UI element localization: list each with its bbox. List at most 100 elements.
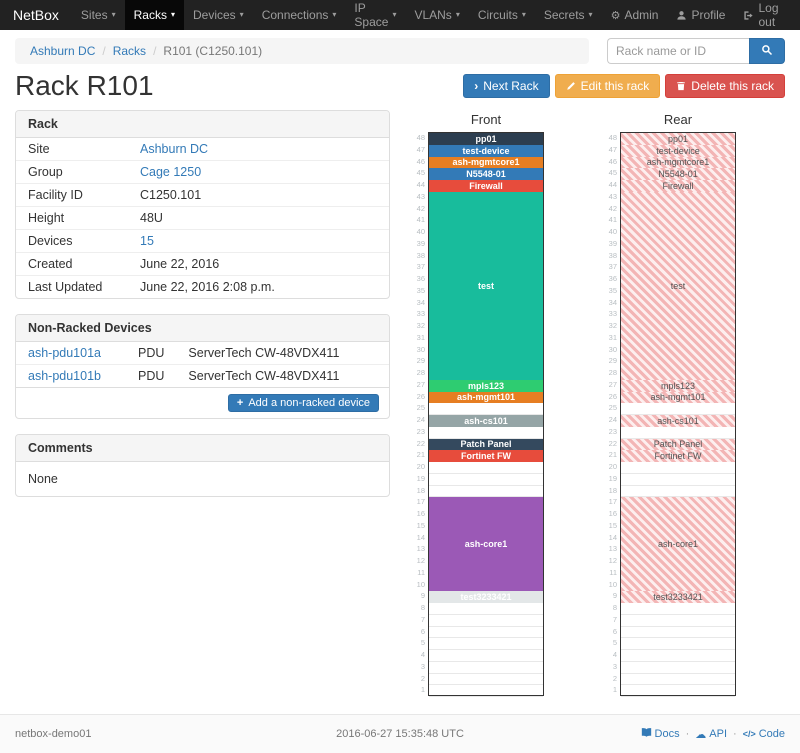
nav-circuits[interactable]: Circuits ▾: [469, 0, 535, 30]
rack-unit-empty: [429, 427, 543, 439]
unit-number: 34: [608, 297, 617, 307]
docs-link[interactable]: Docs: [641, 727, 680, 741]
unit-number: 11: [417, 567, 425, 577]
table-row: Site Ashburn DC: [16, 138, 389, 161]
unit-number: 31: [416, 332, 425, 342]
unit-number: 39: [416, 238, 425, 248]
plus-icon: +: [236, 397, 244, 409]
nav-label: Sites: [80, 8, 108, 22]
unit-number: 10: [416, 579, 425, 589]
delete-rack-button[interactable]: Delete this rack: [665, 74, 785, 98]
rack-device-test-device[interactable]: test-device: [429, 144, 543, 157]
breadcrumb-racks-link[interactable]: Racks: [112, 44, 147, 58]
attr-label: Last Updated: [16, 275, 128, 298]
unit-number: 6: [420, 626, 425, 636]
rack-device-ash-mgmtcore1[interactable]: ash-mgmtcore1: [621, 156, 735, 169]
rack-unit-empty: [621, 603, 735, 615]
nav-profile[interactable]: Profile: [667, 0, 734, 30]
unit-number: 39: [608, 238, 617, 248]
unit-number: 43: [608, 191, 617, 201]
rack-device-mpls123[interactable]: mpls123: [429, 379, 543, 392]
rack-unit-empty: [621, 486, 735, 498]
attr-label: Height: [16, 206, 128, 230]
unit-number: 4: [420, 650, 425, 659]
unit-number: 40: [416, 227, 425, 236]
rack-device-mpls123[interactable]: mpls123: [621, 379, 735, 392]
unit-number: 12: [608, 556, 617, 565]
nav-logout[interactable]: Log out: [734, 0, 792, 30]
rack-device-pp01[interactable]: pp01: [429, 133, 543, 145]
rack-device-Fortinet FW[interactable]: Fortinet FW: [621, 450, 735, 462]
edit-rack-button[interactable]: Edit this rack: [554, 74, 661, 98]
breadcrumb-row: Ashburn DC / Racks / R101 (C1250.101): [15, 38, 785, 64]
rack-device-Patch Panel[interactable]: Patch Panel: [429, 438, 543, 451]
search-input[interactable]: [607, 38, 749, 64]
unit-number: 41: [416, 215, 425, 225]
panel-title: Comments: [16, 435, 389, 462]
rack-device-test-device[interactable]: test-device: [621, 144, 735, 157]
rack-device-pp01[interactable]: pp01: [621, 133, 735, 145]
rack-device-test[interactable]: test: [621, 191, 735, 380]
unit-number: 24: [608, 415, 617, 424]
next-rack-button[interactable]: › Next Rack: [463, 74, 550, 98]
rack-device-Firewall[interactable]: Firewall: [621, 180, 735, 192]
rack-device-Firewall[interactable]: Firewall: [429, 180, 543, 192]
rack-device-ash-mgmt101[interactable]: ash-mgmt101: [621, 391, 735, 404]
main-content: Rack Site Ashburn DC Group Cage 1250 Fac…: [0, 110, 800, 697]
group-link[interactable]: Cage 1250: [140, 165, 202, 179]
nav-label: Connections: [261, 8, 329, 22]
devices-count-link[interactable]: 15: [140, 234, 154, 248]
unit-number: 36: [416, 274, 425, 283]
rack-device-N5548-01[interactable]: N5548-01: [621, 168, 735, 180]
attr-value: Cage 1250: [128, 160, 389, 184]
rack-device-test3233421[interactable]: test3233421: [621, 591, 735, 603]
app-brand[interactable]: NetBox: [13, 7, 59, 23]
rack-device-ash-mgmt101[interactable]: ash-mgmt101: [429, 391, 543, 404]
button-label: Edit this rack: [580, 79, 650, 93]
breadcrumb-site-link[interactable]: Ashburn DC: [30, 44, 96, 58]
breadcrumb-current: R101 (C1250.101): [163, 44, 263, 58]
unit-number: 31: [608, 332, 617, 342]
rack-device-Patch Panel[interactable]: Patch Panel: [621, 438, 735, 451]
api-link[interactable]: ☁ API: [695, 728, 727, 741]
nav-admin[interactable]: ⚙ Admin: [602, 0, 668, 30]
search-button[interactable]: [749, 38, 785, 64]
rack-device-test3233421[interactable]: test3233421: [429, 591, 543, 603]
rack-device-test[interactable]: test: [429, 191, 543, 380]
attr-value: C1250.101: [128, 183, 389, 207]
rack-unit-empty: [429, 486, 543, 498]
nav-vlans[interactable]: VLANs ▾: [405, 0, 468, 30]
unit-number: 15: [608, 520, 617, 530]
site-link[interactable]: Ashburn DC: [140, 142, 209, 156]
unit-number: 43: [416, 191, 425, 201]
add-nonracked-device-button[interactable]: + Add a non-racked device: [227, 394, 379, 412]
unit-number: 5: [612, 638, 617, 648]
rack-device-ash-cs101[interactable]: ash-cs101: [429, 415, 543, 427]
unit-number: 25: [416, 403, 425, 413]
unit-number: 17: [608, 497, 617, 507]
nav-sites[interactable]: Sites ▾: [72, 0, 125, 30]
unit-number: 22: [608, 438, 617, 448]
unit-number: 32: [416, 321, 425, 330]
comments-body: None: [28, 472, 58, 486]
chevron-down-icon: ▾: [111, 10, 116, 19]
nav-connections[interactable]: Connections ▾: [253, 0, 346, 30]
rack-device-ash-core1[interactable]: ash-core1: [621, 497, 735, 592]
unit-number: 29: [608, 356, 617, 366]
rack-elevation-rear: Rear 48 47 46 45 44 43 42 41 40 39 38 37 36 35 34 33 32 3…: [604, 110, 736, 697]
rack-device-Fortinet FW[interactable]: Fortinet FW: [429, 450, 543, 462]
nav-racks[interactable]: Racks ▾: [124, 0, 184, 30]
panel-footer: + Add a non-racked device: [16, 387, 389, 418]
nav-secrets[interactable]: Secrets ▾: [535, 0, 602, 30]
device-link[interactable]: ash-pdu101a: [28, 346, 101, 360]
rack-device-ash-mgmtcore1[interactable]: ash-mgmtcore1: [429, 156, 543, 169]
device-link[interactable]: ash-pdu101b: [28, 369, 101, 383]
code-link[interactable]: </> Code: [743, 728, 785, 740]
unit-number: 42: [416, 203, 425, 213]
unit-number: 18: [416, 485, 425, 495]
rack-device-ash-cs101[interactable]: ash-cs101: [621, 415, 735, 427]
rack-device-N5548-01[interactable]: N5548-01: [429, 168, 543, 180]
nav-ip-space[interactable]: IP Space ▾: [345, 0, 405, 30]
nav-devices[interactable]: Devices ▾: [184, 0, 253, 30]
rack-device-ash-core1[interactable]: ash-core1: [429, 497, 543, 592]
